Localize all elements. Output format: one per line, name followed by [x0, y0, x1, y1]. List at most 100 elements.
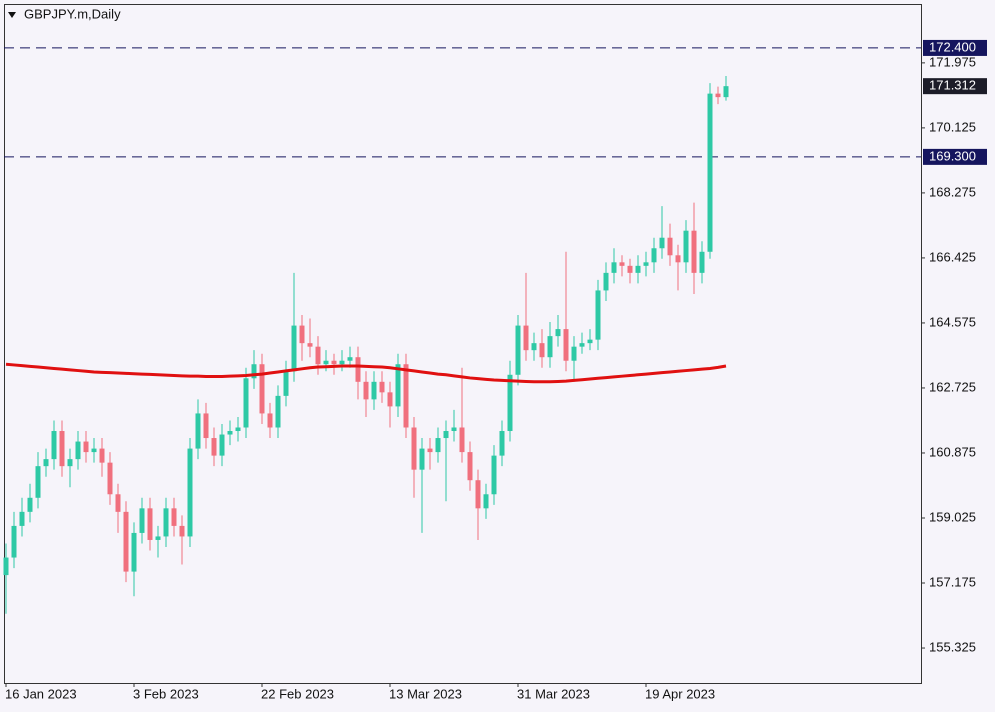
level-label: 172.400 [929, 39, 976, 54]
candle-body [563, 329, 569, 361]
candle-body [179, 525, 185, 537]
candle-body [331, 360, 337, 365]
candle-body [203, 413, 209, 439]
candle-body [35, 466, 41, 498]
candle-body [555, 329, 561, 337]
x-tick-label: 31 Mar 2023 [517, 686, 590, 701]
candle-body [227, 431, 233, 435]
candle-body [459, 427, 465, 453]
x-tick-label: 13 Mar 2023 [389, 686, 462, 701]
candle-body [379, 381, 385, 393]
candle-body [539, 343, 545, 358]
candle-body [699, 251, 705, 273]
y-tick-label: 164.575 [929, 314, 976, 329]
candle-body [171, 508, 177, 526]
candle-body [83, 441, 89, 453]
candle-body [75, 441, 81, 460]
candle-body [99, 448, 105, 463]
candle-body [11, 525, 17, 558]
chart-title: GBPJPY.m,Daily [24, 6, 121, 21]
candle-body [27, 497, 33, 512]
candle-body [187, 448, 193, 537]
x-tick-label: 16 Jan 2023 [5, 686, 77, 701]
candle-body [651, 248, 657, 263]
candle-body [411, 427, 417, 470]
candle-body [443, 431, 449, 439]
candle-body [131, 532, 137, 572]
candle-body [627, 265, 633, 273]
x-tick-label: 19 Apr 2023 [645, 686, 715, 701]
candle-body [451, 427, 457, 432]
candle-body [531, 343, 537, 351]
candle-body [483, 494, 489, 509]
y-tick-label: 157.175 [929, 574, 976, 589]
y-tick-label: 155.325 [929, 639, 976, 654]
candle-body [515, 325, 521, 375]
candle-body [219, 434, 225, 456]
x-tick-label: 3 Feb 2023 [133, 686, 199, 701]
candle-body [707, 93, 713, 252]
y-tick-label: 171.975 [929, 54, 976, 69]
candle-body [115, 494, 121, 512]
level-label-box [923, 39, 987, 56]
candle-body [387, 392, 393, 407]
candle-body [683, 230, 689, 263]
candle-body [243, 378, 249, 428]
candle-body [155, 536, 161, 540]
candle-body [467, 452, 473, 481]
candle-body [491, 455, 497, 495]
candle-body [123, 511, 129, 572]
candle-body [355, 357, 361, 382]
candle-body [523, 325, 529, 351]
y-tick-label: 168.275 [929, 184, 976, 199]
candle-body [307, 343, 313, 347]
y-tick-label: 159.025 [929, 509, 976, 524]
candle-body [571, 346, 577, 361]
candle-body [275, 395, 281, 428]
level-label-box [923, 148, 987, 165]
candle-body [195, 413, 201, 449]
candle-body [371, 381, 377, 400]
candle-body [235, 427, 241, 432]
candle-body [267, 413, 273, 428]
candle-body [691, 230, 697, 273]
y-tick-label: 166.425 [929, 249, 976, 264]
level-label: 169.300 [929, 148, 976, 163]
candle-body [603, 272, 609, 291]
candle-body [723, 86, 729, 98]
candle-body [595, 290, 601, 340]
candle-body [715, 93, 721, 98]
candle-body [403, 364, 409, 428]
candle-body [147, 508, 153, 540]
candle-body [91, 448, 97, 453]
candle-body [507, 374, 513, 432]
last-price-label: 171.312 [929, 78, 976, 93]
candle-body [19, 511, 25, 526]
candle-body [51, 431, 57, 460]
candle-body [635, 265, 641, 273]
candle-body [435, 438, 441, 453]
candle-body [419, 448, 425, 470]
candle-body [211, 438, 217, 456]
moving-average [5, 362, 727, 384]
candle-body [499, 431, 505, 456]
candle-body [139, 508, 145, 533]
y-tick-label: 160.875 [929, 444, 976, 459]
y-tick-label: 162.725 [929, 379, 976, 394]
menu-arrow[interactable] [8, 12, 16, 18]
candle-body [163, 508, 169, 537]
candle-body [587, 339, 593, 344]
candle-body [611, 262, 617, 273]
y-tick-label: 170.125 [929, 119, 976, 134]
x-tick-label: 22 Feb 2023 [261, 686, 334, 701]
candle-body [291, 325, 297, 372]
candle-body [347, 357, 353, 361]
candle-body [299, 325, 305, 344]
last-price-box [923, 78, 987, 95]
candle-body [339, 360, 345, 365]
candle-body [427, 448, 433, 453]
candle-body [315, 346, 321, 365]
candle-body [283, 371, 289, 396]
candle-body [659, 237, 665, 249]
